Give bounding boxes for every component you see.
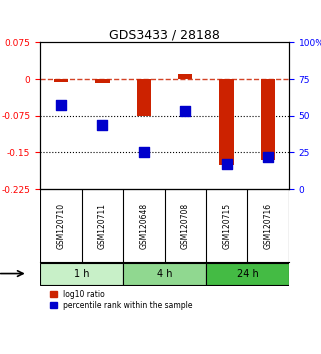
Bar	[261, 79, 275, 160]
Text: 4 h: 4 h	[157, 269, 172, 279]
Point	[265, 154, 271, 160]
Bar	[136, 79, 151, 116]
Text: GSM120716: GSM120716	[264, 202, 273, 249]
Text: 1 h: 1 h	[74, 269, 89, 279]
Text: GSM120711: GSM120711	[98, 203, 107, 249]
FancyBboxPatch shape	[206, 263, 289, 285]
FancyBboxPatch shape	[40, 263, 123, 285]
Text: GSM120710: GSM120710	[56, 202, 65, 249]
Point	[141, 149, 146, 155]
Text: 24 h: 24 h	[237, 269, 258, 279]
Text: GSM120648: GSM120648	[139, 202, 148, 249]
Bar	[178, 74, 193, 79]
Text: GSM120708: GSM120708	[181, 202, 190, 249]
Text: GSM120715: GSM120715	[222, 202, 231, 249]
Bar	[220, 79, 234, 165]
Point	[58, 103, 64, 108]
Point	[183, 109, 188, 114]
Bar	[95, 79, 109, 82]
Legend: log10 ratio, percentile rank within the sample: log10 ratio, percentile rank within the …	[49, 288, 194, 312]
Title: GDS3433 / 28188: GDS3433 / 28188	[109, 28, 220, 41]
FancyBboxPatch shape	[123, 263, 206, 285]
Point	[224, 161, 229, 167]
Bar	[54, 79, 68, 81]
Point	[100, 122, 105, 127]
